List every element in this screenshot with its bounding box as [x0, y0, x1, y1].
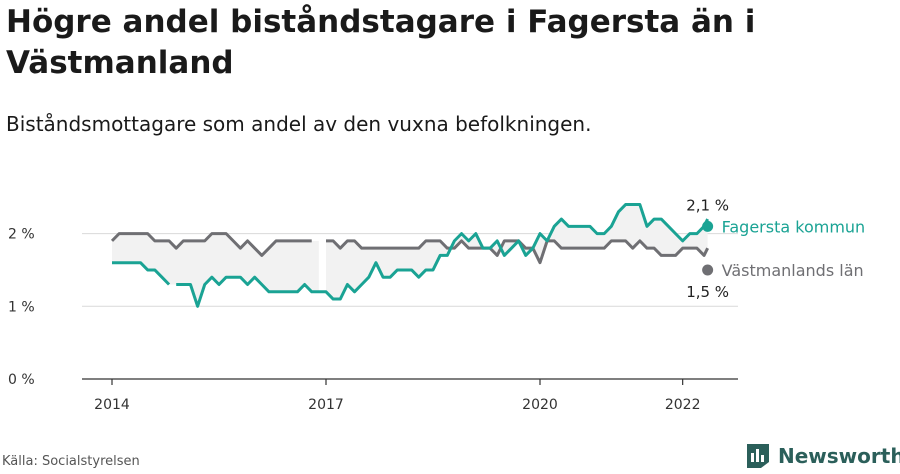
end-labels: Fagersta kommun 2,1 % Västmanlands län 1,5 … [686, 196, 865, 301]
x-axis: 2014 2017 2020 2022 [82, 378, 738, 413]
series-line-fagersta [176, 203, 709, 308]
x-tick-label: 2014 [94, 397, 130, 413]
y-tick-label: 0 % [8, 372, 35, 388]
y-tick-label: 1 % [8, 299, 35, 315]
difference-band-early [112, 233, 319, 307]
source-note: Källa: Socialstyrelsen [2, 454, 140, 469]
newsworthy-logo-icon [747, 444, 769, 468]
end-value-vastmanland: 1,5 % [686, 283, 729, 301]
brand-name: Newsworthy [778, 444, 900, 468]
x-tick-label: 2022 [665, 397, 701, 413]
end-point-vastmanland [702, 264, 714, 276]
series-line-vastmanland [110, 232, 312, 257]
y-tick-label: 2 % [8, 227, 35, 243]
series-lines [110, 203, 714, 308]
gridlines: 0 % 1 % 2 % [8, 227, 738, 388]
brand-logo-block[interactable]: Newsworthy [745, 440, 900, 472]
difference-band [326, 204, 708, 300]
end-value-fagersta: 2,1 % [686, 196, 729, 214]
chart-subtitle: Biståndsmottagare som andel av den vuxna… [6, 112, 592, 136]
chart-title: Högre andel biståndstagare i Fagersta än… [6, 4, 756, 81]
series-label-vastmanland: Västmanlands län [722, 261, 864, 280]
x-tick-label: 2017 [308, 397, 344, 413]
series-line-fagersta [112, 261, 171, 286]
end-point-fagersta [702, 220, 714, 232]
x-tick-label: 2020 [522, 397, 558, 413]
series-label-fagersta: Fagersta kommun [722, 217, 866, 236]
